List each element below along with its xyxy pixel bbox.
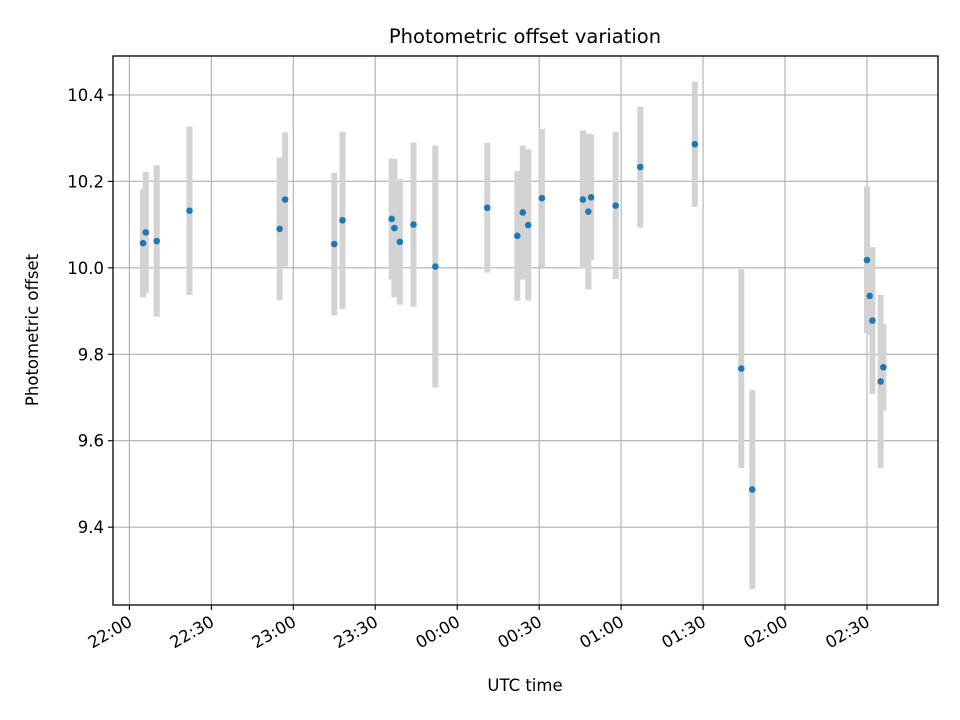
x-axis-label: UTC time xyxy=(487,676,562,695)
data-point xyxy=(738,365,745,372)
data-point xyxy=(869,317,876,324)
data-point xyxy=(538,194,546,202)
data-point xyxy=(339,216,346,224)
data-point xyxy=(748,486,756,493)
data-point xyxy=(391,224,398,232)
data-point xyxy=(432,263,439,270)
y-axis-label: Photometric offset xyxy=(23,253,42,406)
chart-title: Photometric offset variation xyxy=(389,25,661,48)
data-point xyxy=(330,240,338,248)
y-tick-label: 9.4 xyxy=(78,518,104,537)
data-point xyxy=(585,208,592,215)
data-point xyxy=(153,237,161,245)
data-point xyxy=(388,215,395,223)
data-point xyxy=(410,221,417,228)
y-tick-label: 10.4 xyxy=(67,86,104,105)
data-point xyxy=(281,196,289,203)
data-point xyxy=(514,232,521,240)
data-point xyxy=(691,140,699,148)
data-point xyxy=(139,239,147,247)
y-tick-label: 9.8 xyxy=(78,345,104,364)
data-point xyxy=(636,163,644,171)
data-point xyxy=(276,225,283,233)
data-point xyxy=(524,221,532,229)
data-point xyxy=(186,207,193,215)
data-point xyxy=(880,363,887,371)
data-point xyxy=(519,209,527,216)
data-point xyxy=(579,196,587,203)
data-point xyxy=(483,204,491,212)
y-tick-label: 10.2 xyxy=(67,172,104,191)
data-point xyxy=(866,292,874,300)
data-point xyxy=(877,378,884,385)
axis-ticks: 22:00 22:30 23:00 23:30 00:00 00:30 01:00 01:30… xyxy=(67,86,873,652)
data-point xyxy=(142,229,150,236)
y-tick-label: 9.6 xyxy=(78,432,104,451)
data-points xyxy=(139,140,887,493)
data-point xyxy=(396,238,404,246)
data-point xyxy=(863,256,871,264)
data-point xyxy=(587,194,595,201)
plot-area-frame xyxy=(112,55,939,606)
y-tick-label: 10.0 xyxy=(67,259,104,278)
data-point xyxy=(612,202,619,209)
